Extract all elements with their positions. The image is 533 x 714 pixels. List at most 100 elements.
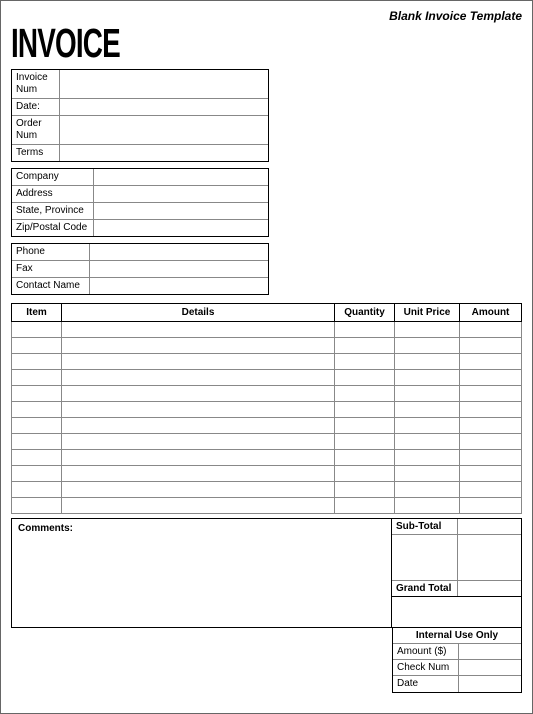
table-cell[interactable] [395,338,460,354]
comments-box[interactable]: Comments: [11,518,392,628]
table-cell[interactable] [335,498,395,514]
table-cell[interactable] [335,434,395,450]
table-cell[interactable] [460,322,522,338]
table-cell[interactable] [12,386,62,402]
table-cell[interactable] [395,482,460,498]
date-value[interactable] [60,99,268,115]
table-cell[interactable] [12,482,62,498]
internal-date-value[interactable] [459,676,521,692]
table-cell[interactable] [460,338,522,354]
internal-row: Check Num [393,660,521,676]
table-cell[interactable] [395,354,460,370]
table-cell[interactable] [62,418,335,434]
table-cell[interactable] [460,386,522,402]
table-cell[interactable] [62,370,335,386]
comments-label: Comments: [18,523,73,534]
table-cell[interactable] [12,450,62,466]
table-cell[interactable] [335,370,395,386]
table-cell[interactable] [62,354,335,370]
table-cell[interactable] [62,434,335,450]
info-row: Contact Name [12,278,268,294]
th-amount: Amount [460,304,522,322]
phone-value[interactable] [90,244,268,260]
table-cell[interactable] [395,418,460,434]
table-cell[interactable] [62,466,335,482]
invoice-info-block: Invoice Num Date: Order Num Terms [11,69,269,162]
table-cell[interactable] [62,338,335,354]
table-cell[interactable] [12,466,62,482]
table-cell[interactable] [335,466,395,482]
contact-name-value[interactable] [90,278,268,294]
internal-amount-value[interactable] [459,644,521,659]
table-cell[interactable] [62,322,335,338]
table-cell[interactable] [460,466,522,482]
table-cell[interactable] [395,434,460,450]
table-cell[interactable] [62,498,335,514]
table-cell[interactable] [460,354,522,370]
internal-check-value[interactable] [459,660,521,675]
table-cell[interactable] [335,322,395,338]
page-title: INVOICE [11,24,430,65]
table-row [12,450,522,466]
table-cell[interactable] [12,354,62,370]
table-cell[interactable] [12,370,62,386]
bottom-area: Comments: Sub-Total Grand Total [11,518,522,628]
subtotal-label: Sub-Total [392,519,458,534]
table-cell[interactable] [335,418,395,434]
state-value[interactable] [94,203,268,219]
table-cell[interactable] [395,450,460,466]
table-header-row: Item Details Quantity Unit Price Amount [12,304,522,322]
table-cell[interactable] [62,386,335,402]
table-row [12,354,522,370]
phone-label: Phone [12,244,90,260]
table-cell[interactable] [460,450,522,466]
info-row: Address [12,186,268,203]
fax-value[interactable] [90,261,268,277]
table-cell[interactable] [12,322,62,338]
table-cell[interactable] [395,386,460,402]
table-cell[interactable] [335,354,395,370]
table-cell[interactable] [460,482,522,498]
info-row: Fax [12,261,268,278]
table-cell[interactable] [460,418,522,434]
table-cell[interactable] [335,338,395,354]
table-cell[interactable] [395,370,460,386]
table-cell[interactable] [460,402,522,418]
table-cell[interactable] [62,450,335,466]
th-item: Item [12,304,62,322]
table-cell[interactable] [12,418,62,434]
subtotal-value[interactable] [458,519,521,534]
grandtotal-row: Grand Total [392,581,521,597]
table-cell[interactable] [12,338,62,354]
table-cell[interactable] [395,402,460,418]
table-cell[interactable] [460,370,522,386]
table-cell[interactable] [395,498,460,514]
grandtotal-value[interactable] [458,581,521,596]
table-cell[interactable] [395,322,460,338]
table-cell[interactable] [460,434,522,450]
date-label: Date: [12,99,60,115]
totals-blank [392,535,521,581]
table-cell[interactable] [62,482,335,498]
table-cell[interactable] [12,402,62,418]
zip-value[interactable] [94,220,268,236]
contact-info-block: Phone Fax Contact Name [11,243,269,295]
table-cell[interactable] [62,402,335,418]
company-value[interactable] [94,169,268,185]
order-num-value[interactable] [60,116,268,144]
internal-row: Date [393,676,521,692]
address-value[interactable] [94,186,268,202]
table-cell[interactable] [335,450,395,466]
table-cell[interactable] [12,498,62,514]
terms-value[interactable] [60,145,268,161]
th-details: Details [62,304,335,322]
zip-label: Zip/Postal Code [12,220,94,236]
fax-label: Fax [12,261,90,277]
table-cell[interactable] [335,386,395,402]
invoice-num-value[interactable] [60,70,268,98]
table-cell[interactable] [395,466,460,482]
table-cell[interactable] [460,498,522,514]
table-cell[interactable] [335,482,395,498]
table-cell[interactable] [12,434,62,450]
table-cell[interactable] [335,402,395,418]
